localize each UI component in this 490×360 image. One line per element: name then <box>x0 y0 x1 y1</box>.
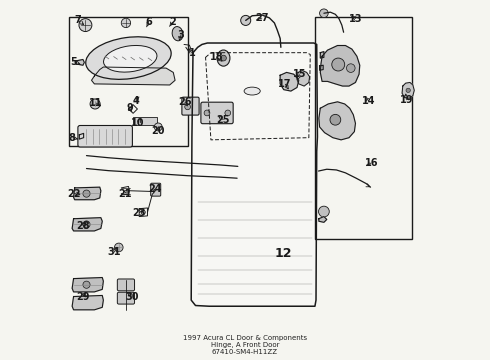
Ellipse shape <box>217 50 230 66</box>
Polygon shape <box>280 72 299 91</box>
Text: 9: 9 <box>126 103 133 113</box>
Text: 2: 2 <box>169 17 176 27</box>
Text: 15: 15 <box>293 69 306 79</box>
Text: 16: 16 <box>365 158 378 168</box>
FancyBboxPatch shape <box>117 279 135 291</box>
Text: 23: 23 <box>132 208 146 218</box>
Circle shape <box>204 110 210 116</box>
Polygon shape <box>320 51 324 58</box>
FancyBboxPatch shape <box>151 183 161 196</box>
Text: 1: 1 <box>189 48 196 58</box>
Ellipse shape <box>244 87 260 95</box>
Circle shape <box>225 110 231 116</box>
Text: 22: 22 <box>67 189 80 199</box>
Text: 18: 18 <box>210 52 224 62</box>
Text: 27: 27 <box>255 13 269 23</box>
FancyBboxPatch shape <box>78 126 132 147</box>
Polygon shape <box>320 45 360 86</box>
Polygon shape <box>297 71 310 86</box>
Polygon shape <box>319 102 355 140</box>
Text: 17: 17 <box>278 79 292 89</box>
Circle shape <box>406 88 410 93</box>
Text: 26: 26 <box>178 97 192 107</box>
Circle shape <box>141 210 146 215</box>
Circle shape <box>154 123 162 131</box>
Text: 20: 20 <box>151 126 165 135</box>
Polygon shape <box>319 65 323 70</box>
Bar <box>133 117 157 125</box>
Circle shape <box>319 9 328 18</box>
Circle shape <box>318 206 329 217</box>
FancyBboxPatch shape <box>117 292 135 304</box>
Polygon shape <box>72 218 102 231</box>
Text: 30: 30 <box>125 292 139 302</box>
Text: 21: 21 <box>118 189 132 199</box>
Text: 31: 31 <box>107 247 121 257</box>
Text: 13: 13 <box>349 14 363 24</box>
Text: 11: 11 <box>90 98 103 108</box>
Text: 1997 Acura CL Door & Components
Hinge, A Front Door
67410-SM4-H11ZZ: 1997 Acura CL Door & Components Hinge, A… <box>183 335 307 355</box>
Polygon shape <box>79 134 84 139</box>
Circle shape <box>346 64 355 72</box>
Ellipse shape <box>86 37 171 79</box>
Polygon shape <box>74 187 101 200</box>
FancyBboxPatch shape <box>182 97 199 115</box>
Text: 4: 4 <box>132 96 139 106</box>
Polygon shape <box>402 82 414 98</box>
Polygon shape <box>191 43 318 306</box>
Text: 29: 29 <box>76 292 90 302</box>
Circle shape <box>122 18 131 28</box>
Text: 8: 8 <box>69 133 75 143</box>
Circle shape <box>83 221 90 228</box>
Circle shape <box>332 58 344 71</box>
Polygon shape <box>72 296 103 310</box>
Text: 5: 5 <box>70 57 77 67</box>
Circle shape <box>83 281 90 288</box>
Text: 19: 19 <box>400 95 413 105</box>
Text: 3: 3 <box>178 30 185 40</box>
Text: 14: 14 <box>362 96 375 106</box>
Circle shape <box>241 15 251 26</box>
Bar <box>69 17 188 146</box>
Circle shape <box>79 19 92 32</box>
Text: 24: 24 <box>148 184 161 194</box>
Text: 6: 6 <box>146 17 152 27</box>
Polygon shape <box>76 59 84 65</box>
Bar <box>315 17 412 239</box>
Text: 12: 12 <box>275 247 293 260</box>
Text: 10: 10 <box>131 118 145 128</box>
Polygon shape <box>72 278 103 292</box>
Polygon shape <box>319 217 327 222</box>
Circle shape <box>90 99 100 109</box>
Text: 28: 28 <box>76 221 90 231</box>
Circle shape <box>185 104 191 110</box>
Circle shape <box>220 55 226 61</box>
Circle shape <box>115 243 123 252</box>
Polygon shape <box>92 67 175 85</box>
Circle shape <box>83 190 90 197</box>
Ellipse shape <box>172 27 183 41</box>
Text: 7: 7 <box>75 15 82 26</box>
Ellipse shape <box>103 45 157 72</box>
Circle shape <box>330 114 341 125</box>
Text: 25: 25 <box>217 115 230 125</box>
FancyBboxPatch shape <box>201 102 233 124</box>
